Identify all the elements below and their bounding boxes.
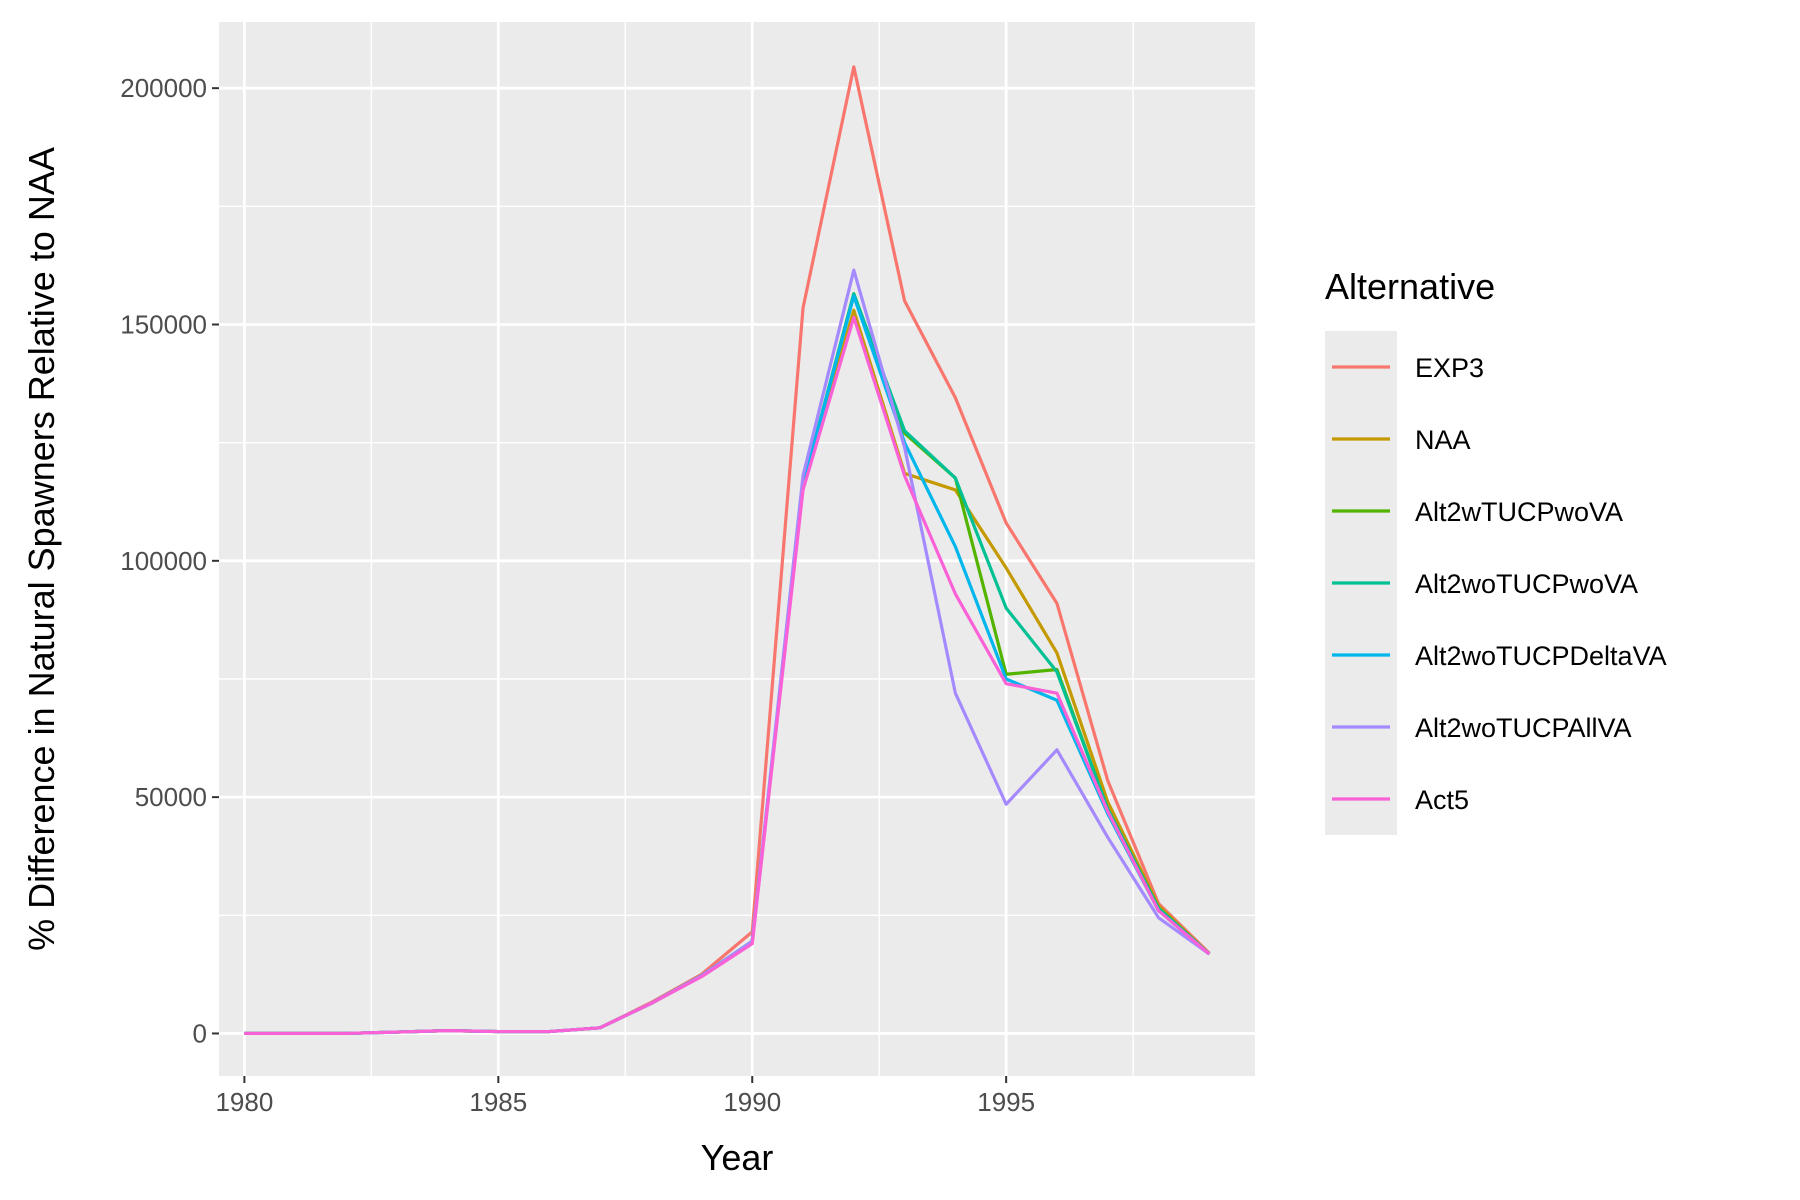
x-tick-labels: 1980 1985 1990 1995 [215,1087,1035,1117]
series-lines [244,65,1211,1036]
legend-label: Alt2woTUCPAllVA [1415,713,1632,743]
legend-label: Act5 [1415,785,1469,815]
x-tick-label: 1990 [723,1087,781,1117]
y-tick-label: 150000 [120,309,207,339]
axis-ticks [212,87,1008,1083]
legend-title: Alternative [1325,266,1495,307]
series-line-Act5 [244,315,1211,1036]
y-axis-title: % Difference in Natural Spawners Relativ… [21,147,62,951]
y-tick-label: 0 [193,1018,207,1048]
y-tick-label: 100000 [120,546,207,576]
y-tick-label: 200000 [120,73,207,103]
y-tick-label: 50000 [135,782,207,812]
legend-items: EXP3 NAA Alt2wTUCPwoVA Alt2woTUCPwoVA Alt2wo… [1325,331,1667,835]
x-tick-label: 1985 [469,1087,527,1117]
x-axis-title: Year [701,1137,774,1178]
legend-label: NAA [1415,425,1471,455]
legend-label: EXP3 [1415,353,1484,383]
major-gridlines [219,22,1255,1076]
y-tick-labels: 0 50000 100000 150000 200000 [120,73,207,1048]
legend: Alternative EXP3 NAA Alt2wTUCPwoVA Alt2woTU… [1325,266,1667,835]
x-tick-label: 1995 [977,1087,1035,1117]
legend-label: Alt2wTUCPwoVA [1415,497,1623,527]
minor-gridlines [219,22,1255,1076]
legend-label: Alt2woTUCPwoVA [1415,569,1638,599]
panel-background [219,22,1255,1076]
legend-label: Alt2woTUCPDeltaVA [1415,641,1667,671]
x-tick-label: 1980 [215,1087,273,1117]
